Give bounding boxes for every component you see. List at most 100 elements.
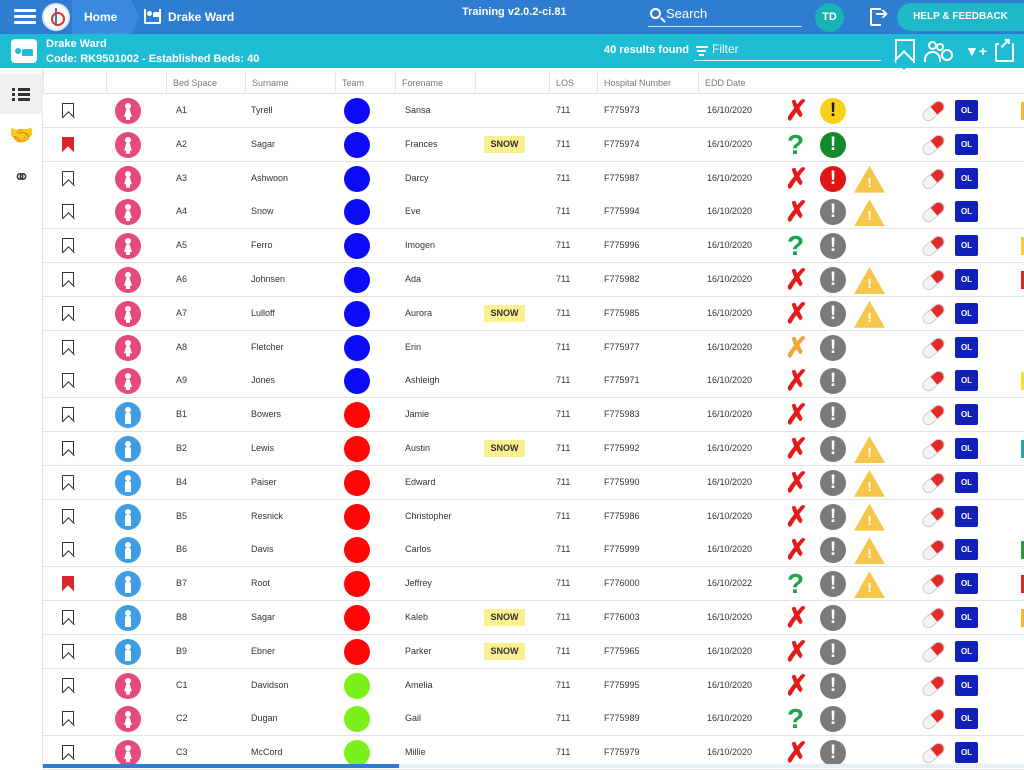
bookmark-icon[interactable] xyxy=(62,677,74,693)
table-row[interactable]: B9 Ebner Parker SNOW 711 F775965 16/10/2020 ✗! O… xyxy=(43,634,1024,669)
bookmark-icon[interactable] xyxy=(62,610,74,625)
ol-button[interactable]: OL xyxy=(955,336,978,358)
bookmark-icon[interactable] xyxy=(62,745,74,761)
cross-icon[interactable]: ✗ xyxy=(785,534,809,566)
alert-icon[interactable]: ! xyxy=(820,334,846,361)
alert-icon[interactable]: ! xyxy=(820,368,846,395)
table-row[interactable]: A6 Johnsen Ada 711 F775982 16/10/2020 ✗!! OL xyxy=(43,263,1024,297)
ol-button[interactable]: OL xyxy=(955,573,978,595)
question-icon[interactable]: ? xyxy=(787,230,805,262)
ol-button[interactable]: OL xyxy=(955,438,978,459)
warning-icon[interactable]: ! xyxy=(854,571,885,599)
cross-icon[interactable]: ✗ xyxy=(785,737,809,769)
medication-pill-icon[interactable] xyxy=(920,503,947,530)
table-row[interactable]: B2 Lewis Austin SNOW 711 F775992 16/10/2020 ✗!!… xyxy=(43,432,1024,466)
table-row[interactable]: A1 Tyrell Sansa 711 F775973 16/10/2020 ✗! OL xyxy=(43,94,1024,128)
warning-icon[interactable]: ! xyxy=(854,199,885,227)
alert-icon[interactable]: ! xyxy=(820,300,846,327)
scrollbar-thumb[interactable] xyxy=(43,764,399,768)
alert-icon[interactable]: ! xyxy=(820,436,846,462)
ol-button[interactable]: OL xyxy=(955,167,978,189)
alert-icon[interactable]: ! xyxy=(820,469,846,496)
handshake-icon[interactable]: 🤝 xyxy=(9,125,34,147)
table-row[interactable]: B1 Bowers Jamie 711 F775983 16/10/2020 ✗! OL xyxy=(43,398,1024,433)
medication-pill-icon[interactable] xyxy=(920,301,947,327)
alert-icon[interactable]: ! xyxy=(820,571,846,598)
table-row[interactable]: C1 Davidson Amelia 711 F775995 16/10/2020 ✗! OL xyxy=(43,668,1024,703)
warning-icon[interactable]: ! xyxy=(854,267,885,294)
table-row[interactable]: C2 Dugan Gail 711 F775989 16/10/2020?! OL xyxy=(43,702,1024,737)
bookmark-icon[interactable] xyxy=(62,407,74,423)
hamburger-menu-icon[interactable] xyxy=(14,9,36,25)
cross-icon[interactable]: ✗ xyxy=(785,331,809,363)
medication-pill-icon[interactable] xyxy=(920,165,947,192)
ol-button[interactable]: OL xyxy=(955,505,978,527)
question-icon[interactable]: ? xyxy=(787,128,805,160)
table-row[interactable]: B7 Root Jeffrey 711 F776000 16/10/2022?!! OL xyxy=(43,567,1024,602)
alert-icon[interactable]: ! xyxy=(820,740,846,767)
alert-icon[interactable]: ! xyxy=(820,233,846,260)
app-logo[interactable] xyxy=(42,3,70,31)
cross-icon[interactable]: ✗ xyxy=(785,297,809,329)
medication-pill-icon[interactable] xyxy=(920,233,947,259)
cross-icon[interactable]: ✗ xyxy=(785,500,809,532)
col-surname[interactable]: Surname xyxy=(245,72,335,94)
breadcrumb-ward[interactable]: Drake Ward xyxy=(134,0,234,34)
medication-pill-icon[interactable] xyxy=(920,639,947,665)
search-input[interactable]: Search xyxy=(648,3,802,27)
table-row[interactable]: B8 Sagar Kaleb SNOW 711 F776003 16/10/2020 ✗! OL xyxy=(43,601,1024,635)
bookmark-icon[interactable] xyxy=(62,542,74,558)
logout-icon[interactable] xyxy=(870,4,890,26)
filter-input[interactable]: Filter xyxy=(694,39,881,61)
bookmark-icon[interactable] xyxy=(62,204,74,220)
cross-icon[interactable]: ✗ xyxy=(785,399,809,431)
medication-pill-icon[interactable] xyxy=(920,672,947,699)
funnel-plus-icon[interactable]: ▼+ xyxy=(965,43,988,59)
medication-pill-icon[interactable] xyxy=(920,470,947,496)
ol-button[interactable]: OL xyxy=(955,302,978,324)
add-people-icon[interactable] xyxy=(922,38,954,64)
cross-icon[interactable]: ✗ xyxy=(785,466,809,498)
medication-pill-icon[interactable] xyxy=(920,740,947,766)
bookmark-icon[interactable] xyxy=(62,103,74,118)
alert-icon[interactable]: ! xyxy=(820,638,846,665)
alert-icon[interactable]: ! xyxy=(820,402,846,429)
cross-icon[interactable]: ✗ xyxy=(785,433,809,464)
bookmark-icon[interactable] xyxy=(62,136,74,152)
ol-button[interactable]: OL xyxy=(955,133,978,155)
medication-pill-icon[interactable] xyxy=(920,571,947,597)
bookmark-icon[interactable] xyxy=(62,373,74,389)
col-bed-space[interactable]: Bed Space xyxy=(166,72,245,94)
ol-button[interactable]: OL xyxy=(955,471,978,493)
bookmark-icon[interactable] xyxy=(62,272,74,287)
alert-icon[interactable]: ! xyxy=(820,98,846,124)
alert-icon[interactable]: ! xyxy=(820,605,846,631)
alert-icon[interactable]: ! xyxy=(820,537,846,564)
ol-button[interactable]: OL xyxy=(955,674,978,696)
ol-button[interactable]: OL xyxy=(955,607,978,628)
cross-icon[interactable]: ✗ xyxy=(785,669,809,701)
bookmark-toolbar-icon[interactable] xyxy=(894,38,915,64)
warning-icon[interactable]: ! xyxy=(854,537,885,565)
alert-icon[interactable]: ! xyxy=(820,267,846,293)
table-row[interactable]: B6 Davis Carlos 711 F775999 16/10/2020 ✗!! OL xyxy=(43,533,1024,568)
table-row[interactable]: A9 Jones Ashleigh 711 F775971 16/10/2020 ✗! OL xyxy=(43,364,1024,399)
nav-list-icon[interactable] xyxy=(0,74,43,114)
stethoscope-icon[interactable]: ⚭ xyxy=(13,167,30,189)
medication-pill-icon[interactable] xyxy=(920,436,947,462)
table-row[interactable]: A7 Lulloff Aurora SNOW 711 F775985 16/10/2020 ✗… xyxy=(43,296,1024,331)
col-team[interactable]: Team xyxy=(335,72,395,94)
col-forename[interactable]: Forename xyxy=(395,72,475,94)
alert-icon[interactable]: ! xyxy=(820,503,846,530)
warning-icon[interactable]: ! xyxy=(854,503,885,531)
medication-pill-icon[interactable] xyxy=(920,537,947,564)
bookmark-icon[interactable] xyxy=(62,576,74,592)
ol-button[interactable]: OL xyxy=(955,235,978,257)
cross-icon[interactable]: ✗ xyxy=(785,365,809,397)
bookmark-icon[interactable] xyxy=(62,238,74,254)
alert-icon[interactable]: ! xyxy=(820,706,846,733)
col-bookmark[interactable] xyxy=(43,72,106,94)
medication-pill-icon[interactable] xyxy=(920,402,947,428)
table-row[interactable]: A5 Ferro Imogen 711 F775996 16/10/2020?! OL xyxy=(43,229,1024,264)
question-icon[interactable]: ? xyxy=(787,703,805,735)
